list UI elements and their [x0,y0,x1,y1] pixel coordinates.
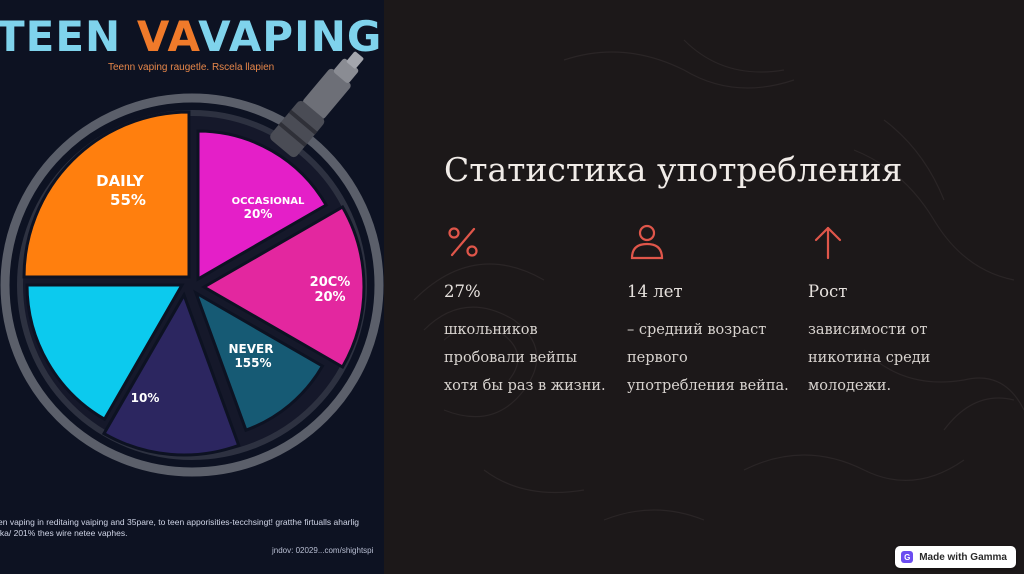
badge-label: Made with Gamma [919,551,1007,563]
poster-caption-line2: ika/ 201% thes wire netee vaphes. [0,528,128,538]
slice-label-fifth-value: 10% [131,391,160,405]
slice-label-daily-name: DAILY [96,172,145,190]
poster-title: TEEN VAVAPING [0,12,384,61]
slice-label-occasional-value: 20% [244,207,273,221]
poster-source: jndov: 02029...com/shightspi [272,546,374,555]
slice-label-third-value: 20% [314,290,345,305]
percent-icon [448,227,478,257]
poster-subtitle: Teenn vaping raugetle. Rscela llapien [108,62,275,73]
slide-content: Статистика употребления 27% школьников п… [384,0,1024,574]
stat-value-growth: Рост [808,282,848,301]
pie-outer-ring [0,93,384,477]
stat-description-growth: зависимости от никотина среди молодежи. [808,322,931,394]
pie-chart: DAILY 55% OCCASIONAL 20% 20C% 20% NEVER … [0,51,384,477]
pie-slice-fifth [101,291,241,457]
slice-label-never-value: 155% [234,356,271,370]
slice-label-third-name: 20C% [310,275,351,290]
poster-title-accent: VA [136,12,199,61]
poster-caption-line1: en vaping in reditaing vaiping and 35par… [0,517,360,527]
slice-label-occasional-name: OCCASIONAL [232,196,305,207]
stat-description-age: – средний возраст первого употребления в… [627,322,789,394]
made-with-gamma-badge[interactable]: G Made with Gamma [895,546,1016,568]
pie-slices [22,110,366,457]
slice-label-never-name: NEVER [229,342,274,356]
pie-labels: DAILY 55% OCCASIONAL 20% 20C% 20% NEVER … [96,172,350,405]
person-icon [630,224,664,260]
vape-device-icon [270,51,364,158]
stat-value-age: 14 лет [627,282,683,301]
pie-slice-daily [22,110,191,279]
pie-slice-sixth [25,283,185,422]
stat-description-percent: школьников пробовали вейпы хотя бы раз в… [444,322,606,394]
slice-label-daily-value: 55% [110,191,146,209]
stat-value-percent: 27% [444,282,481,301]
poster-title-part3: VAPING [198,12,383,61]
arrow-up-icon [814,226,842,260]
gamma-logo-icon: G [901,551,914,563]
slide-heading: Статистика употребления [444,150,903,189]
pie-slice-occasional [196,129,329,282]
pie-slice-never [193,289,325,433]
poster-title-part1: TEEN [0,12,137,61]
pie-slice-third [201,204,366,370]
poster-image: TEEN VAVAPING Teenn vaping raugetle. Rsc… [0,0,384,574]
background-swirl [413,39,1024,521]
